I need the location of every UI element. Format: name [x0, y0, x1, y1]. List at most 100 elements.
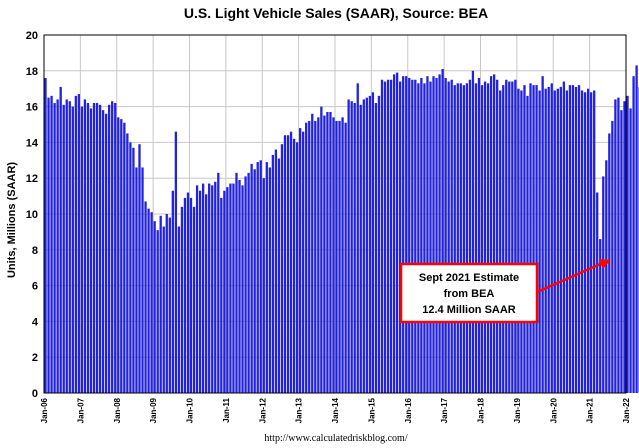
- y-tick-label: 14: [26, 137, 39, 149]
- sales-bar: [453, 85, 456, 394]
- plot-frame: [43, 34, 627, 394]
- sales-bar: [111, 101, 114, 393]
- sales-bar: [126, 133, 129, 393]
- sales-bar: [211, 185, 214, 393]
- sales-bar: [305, 122, 308, 394]
- sales-bar: [120, 119, 123, 393]
- sales-bar: [426, 76, 429, 394]
- sales-bar: [208, 183, 211, 393]
- sales-bar: [150, 212, 153, 393]
- sales-bar: [226, 187, 229, 393]
- sales-bar: [144, 201, 147, 393]
- sales-bar: [499, 90, 502, 394]
- annotation-text: 12.4 Million SAAR: [422, 304, 516, 316]
- sales-bar: [392, 74, 396, 393]
- sales-bar: [459, 83, 462, 393]
- x-tick-label: Jan-14: [331, 397, 340, 423]
- sales-bar: [405, 76, 408, 394]
- sales-bar: [614, 99, 617, 393]
- sales-bar: [129, 142, 132, 393]
- x-tick-label: Jan-19: [513, 397, 522, 423]
- sales-bar: [335, 120, 338, 394]
- x-tick-label: Jan-21: [586, 397, 595, 423]
- sales-bar: [483, 81, 487, 393]
- sales-bar: [177, 226, 181, 393]
- sales-bar: [153, 221, 156, 393]
- sales-bar: [520, 90, 523, 394]
- sales-bar: [80, 106, 84, 393]
- y-tick-label: 12: [26, 173, 38, 185]
- sales-bar: [232, 183, 235, 393]
- y-tick-label: 20: [26, 30, 38, 42]
- x-tick-label: Jan-10: [186, 397, 195, 423]
- sales-bar: [147, 208, 150, 393]
- chart-title: U.S. Light Vehicle Sales (SAAR), Source:…: [184, 5, 488, 21]
- sales-bar: [580, 90, 584, 394]
- sales-bar: [189, 197, 193, 393]
- sales-bar: [565, 90, 569, 394]
- sales-bar: [502, 85, 505, 394]
- y-tick-label: 18: [26, 66, 38, 78]
- sales-bar: [486, 83, 490, 393]
- sales-bar: [526, 95, 529, 394]
- sales-bar: [550, 83, 553, 393]
- sales-bar: [602, 176, 605, 393]
- sales-bar: [186, 192, 190, 393]
- sales-bar: [371, 92, 375, 393]
- sales-bar: [198, 190, 202, 393]
- sales-bar: [402, 76, 405, 394]
- x-tick-label: Jan-18: [477, 397, 486, 423]
- sales-bar: [223, 190, 226, 393]
- sales-bar: [523, 85, 526, 394]
- sales-bar: [356, 83, 359, 393]
- source-url: http://www.calculatedriskblog.com/: [264, 433, 407, 444]
- x-tick-label: Jan-09: [149, 397, 158, 423]
- x-tick-label: Jan-16: [404, 397, 413, 423]
- sales-bar: [568, 85, 572, 394]
- sales-bar: [553, 90, 556, 394]
- sales-bar: [259, 160, 262, 393]
- sales-bar: [47, 97, 50, 394]
- sales-bar: [353, 103, 356, 394]
- sales-bar: [596, 192, 599, 393]
- sales-bar: [135, 167, 138, 393]
- arrow-head: [599, 259, 611, 269]
- x-tick-label: Jan-17: [440, 397, 449, 423]
- sales-bar: [44, 77, 47, 394]
- sales-bar: [380, 79, 384, 393]
- sales-bar: [559, 86, 562, 393]
- sales-bar: [556, 88, 559, 393]
- sales-bar: [465, 83, 469, 393]
- sales-bar: [450, 79, 453, 393]
- sales-bar: [265, 162, 268, 393]
- sales-bar: [389, 79, 393, 393]
- sales-bar: [77, 94, 81, 393]
- sales-bar: [471, 70, 475, 394]
- sales-bar: [141, 167, 144, 393]
- sales-bar: [474, 83, 478, 393]
- sales-bar: [429, 81, 432, 393]
- sales-bar: [256, 162, 259, 393]
- y-tick-label: 4: [32, 316, 39, 328]
- sales-bar: [65, 99, 68, 393]
- sales-bar: [544, 88, 547, 393]
- sales-bar: [635, 65, 638, 394]
- x-tick-label: Jan-08: [113, 397, 122, 423]
- sales-bar: [350, 101, 353, 393]
- sales-bar: [383, 81, 387, 393]
- sales-bar: [589, 92, 593, 393]
- sales-bar: [399, 81, 402, 393]
- sales-bar: [408, 77, 411, 394]
- sales-bar: [168, 217, 171, 393]
- sales-bar: [377, 95, 381, 394]
- sales-bar: [444, 77, 447, 394]
- sales-bar: [159, 215, 162, 393]
- sales-bar: [347, 99, 350, 393]
- annotation-text: from BEA: [444, 288, 495, 300]
- sales-bar: [344, 122, 347, 394]
- sales-bar: [541, 76, 544, 394]
- y-tick-labels: 0 2 4 6 8 10 12 14 16 18 20: [26, 30, 39, 400]
- sales-bar: [492, 74, 496, 393]
- sales-bar: [368, 95, 372, 394]
- sales-bar: [323, 115, 326, 394]
